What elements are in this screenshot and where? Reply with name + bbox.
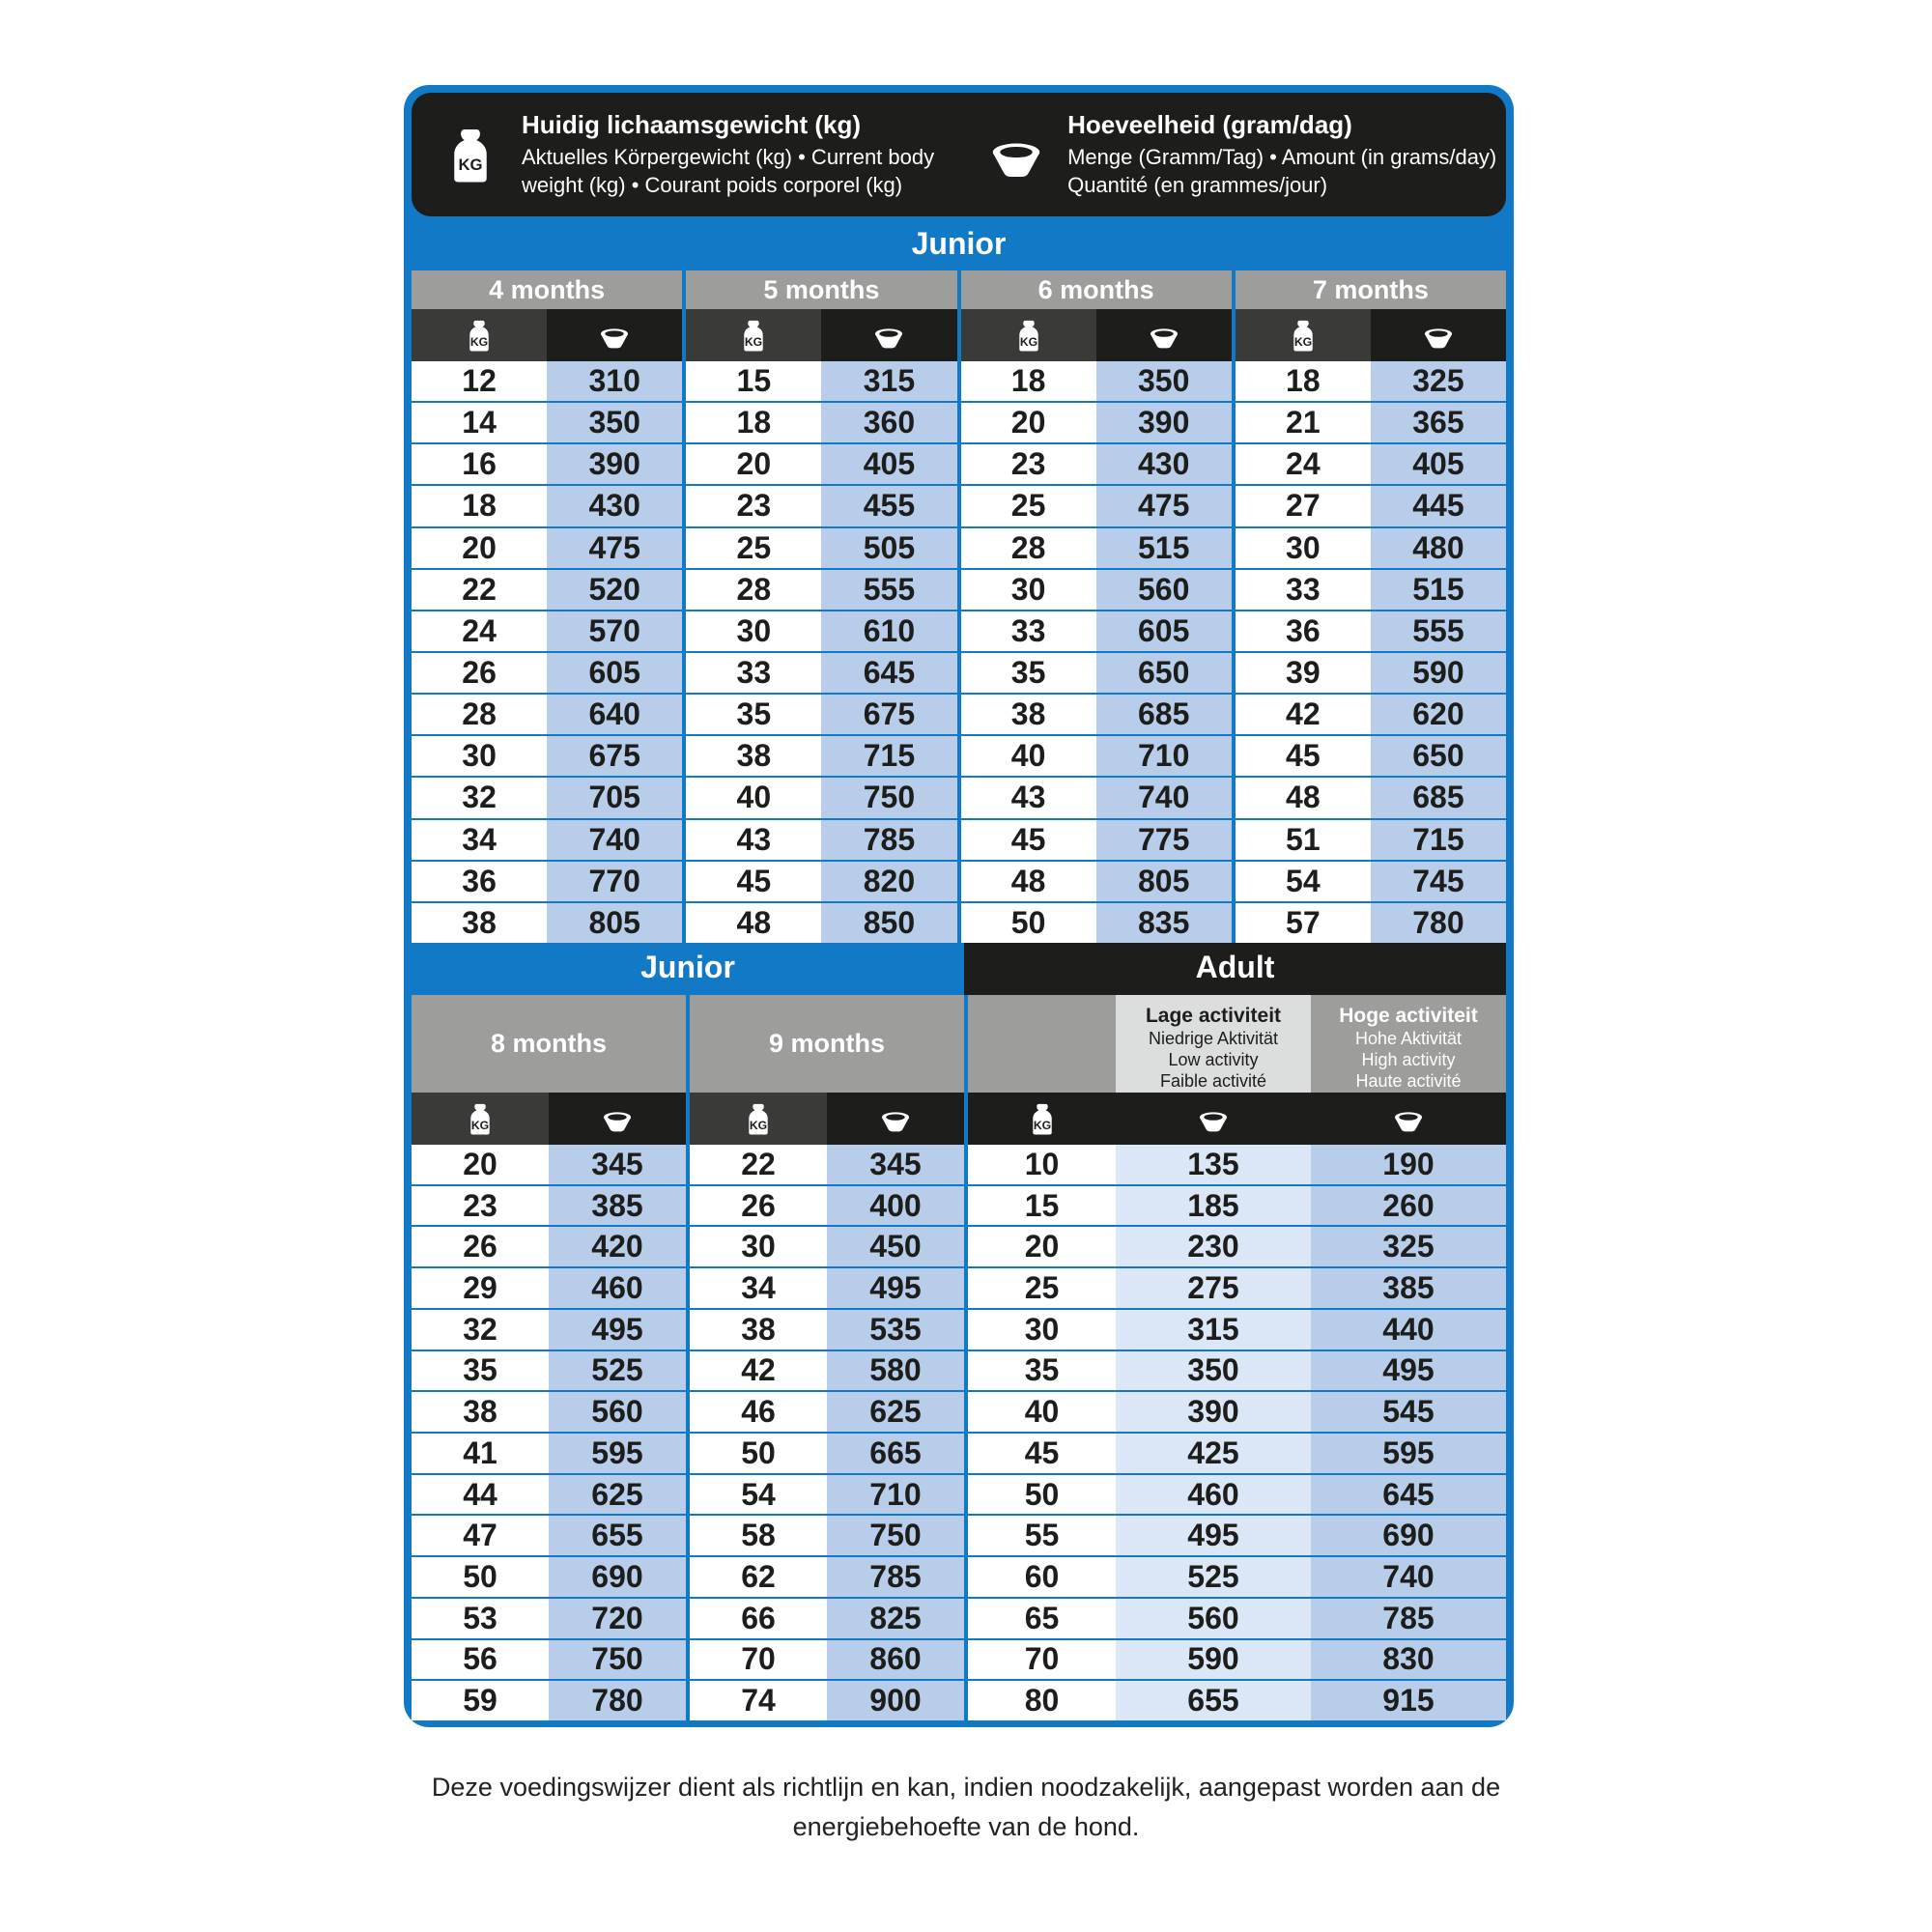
- svg-text:KG: KG: [470, 335, 488, 349]
- svg-text:KG: KG: [1294, 335, 1312, 349]
- svg-text:KG: KG: [471, 1119, 489, 1132]
- svg-text:KG: KG: [1019, 335, 1037, 349]
- svg-text:KG: KG: [745, 335, 762, 349]
- svg-text:KG: KG: [1033, 1119, 1050, 1132]
- svg-text:KG: KG: [750, 1119, 767, 1132]
- svg-text:KG: KG: [458, 156, 482, 174]
